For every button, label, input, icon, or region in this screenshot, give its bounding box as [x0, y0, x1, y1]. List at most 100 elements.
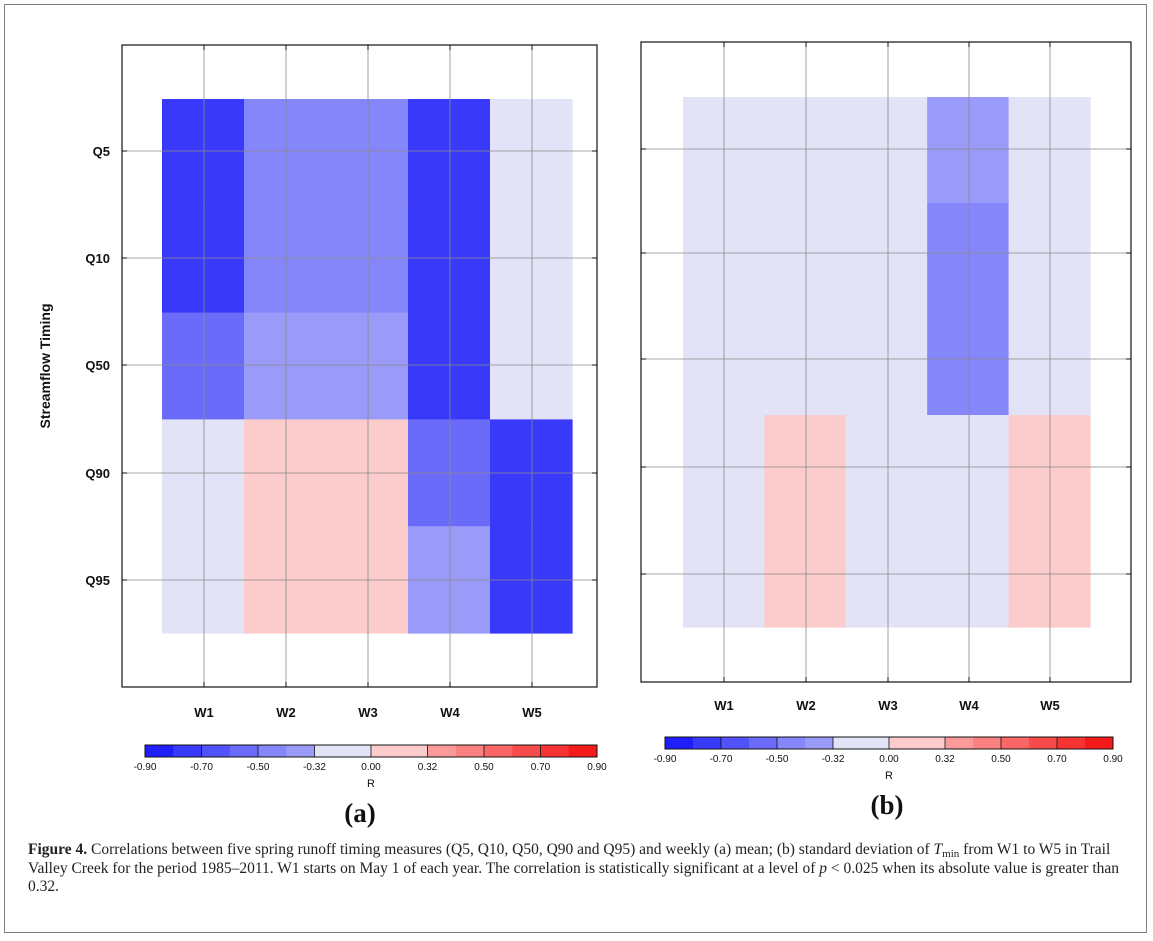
x-tick-label: W5 [522, 705, 542, 720]
y-tick-label: Q5 [93, 144, 110, 159]
colorbar-swatch [568, 745, 598, 757]
heatmap-cell [162, 99, 245, 207]
heatmap-cell [927, 309, 1010, 416]
x-tick-label: W3 [358, 705, 378, 720]
x-tick-label: W4 [440, 705, 460, 720]
y-tick-label: Q90 [85, 466, 110, 481]
caption-p-symbol: p [819, 859, 828, 877]
colorbar-swatch [805, 737, 834, 749]
colorbar-tick-label: -0.90 [134, 762, 157, 773]
heatmap-cell [845, 203, 928, 310]
colorbar-tick-label: 0.90 [587, 762, 607, 773]
colorbar-swatch [749, 737, 778, 749]
panel-label: (b) [871, 790, 904, 820]
colorbar-swatch [777, 737, 806, 749]
colorbar-swatch [512, 745, 541, 757]
colorbar-swatch [945, 737, 974, 749]
colorbar-swatch [1057, 737, 1086, 749]
heatmap-cell [408, 99, 491, 207]
heatmap-cell [244, 99, 327, 207]
heatmap-cell [244, 312, 327, 420]
heatmap-cell [764, 203, 847, 310]
colorbar-tick-label: -0.70 [710, 754, 733, 765]
colorbar-tick-label: 0.32 [418, 762, 438, 773]
heatmap-panel-a: W1 W2 W3 W4 W5 Q5 Q10 Q50 Q90 Q95 Streamflow Timin… [37, 44, 607, 828]
heatmap-panel-b: W1 W2 W3 W4 W5 -0.90 -0.70 -0.50 -0.32 0.00 0.32 0.… [640, 41, 1132, 820]
colorbar-tick-label: -0.50 [247, 762, 270, 773]
colorbar-tick-label: 0.32 [935, 754, 955, 765]
heatmap-cell [326, 99, 409, 207]
colorbar-swatch [1001, 737, 1030, 749]
colorbar-swatch [1085, 737, 1114, 749]
colorbar-swatch [173, 745, 202, 757]
colorbar-label: R [367, 778, 375, 790]
heatmap-cell [162, 205, 245, 314]
figure-charts: W1 W2 W3 W4 W5 Q5 Q10 Q50 Q90 Q95 Streamflow Timin… [37, 41, 1132, 828]
heatmap-cell [490, 312, 573, 420]
heatmap-cell [927, 415, 1010, 522]
x-tick-label: W3 [878, 698, 898, 713]
y-tick-label: Q50 [85, 358, 110, 373]
colorbar-swatch [371, 745, 400, 757]
colorbar-tick-label: 0.00 [361, 762, 381, 773]
colorbar-swatch [455, 745, 485, 757]
colorbar-swatch [1029, 737, 1058, 749]
colorbar-tick-label: -0.32 [303, 762, 326, 773]
colorbar-tick-label: 0.50 [474, 762, 494, 773]
x-tick-label: W1 [714, 698, 734, 713]
colorbar-swatch [484, 745, 513, 757]
caption-var-sub: min [942, 848, 960, 860]
colorbar-tick-label: 0.70 [1047, 754, 1067, 765]
colorbar-swatch [201, 745, 231, 757]
heatmap-cell [244, 205, 327, 314]
colorbar-swatch [258, 745, 287, 757]
panel-label: (a) [344, 798, 375, 828]
heatmap-cell [927, 97, 1010, 204]
x-tick-label: W2 [276, 705, 296, 720]
heatmap-cell [764, 309, 847, 416]
heatmap-cell [408, 205, 491, 314]
colorbar-swatch [540, 745, 570, 757]
colorbar-swatch [693, 737, 722, 749]
colorbar-swatch [721, 737, 750, 749]
colorbar-tick-label: -0.90 [654, 754, 677, 765]
figure-frame [4, 4, 1147, 933]
colorbar-swatch [342, 745, 372, 757]
colorbar-swatch [399, 745, 428, 757]
colorbar-tick-label: -0.70 [190, 762, 213, 773]
colorbar-tick-label: 0.50 [991, 754, 1011, 765]
caption-figure-label: Figure 4. [28, 841, 88, 858]
colorbar-swatch [889, 737, 918, 749]
colorbar-tick-label: 0.70 [531, 762, 551, 773]
colorbar-swatch [286, 745, 315, 757]
colorbar-swatch [427, 745, 457, 757]
colorbar-swatch [973, 737, 1002, 749]
heatmap-cell [490, 205, 573, 314]
caption-text-1: Correlations between five spring runoff … [87, 841, 934, 858]
colorbar-swatch [665, 737, 694, 749]
figure-caption: Figure 4. Correlations between five spri… [28, 841, 1128, 897]
x-tick-label: W1 [194, 705, 214, 720]
heatmap-cell [845, 309, 928, 416]
heatmap-cell [845, 97, 928, 204]
colorbar-tick-label: -0.32 [822, 754, 845, 765]
caption-var-main: T [933, 841, 943, 858]
colorbar-swatch [314, 745, 344, 757]
caption-text-3: < 0.025 when its absolute value is great… [28, 859, 1120, 896]
heatmap-cell [408, 312, 491, 420]
colorbar-swatch [833, 737, 862, 749]
heatmap-cell [162, 312, 245, 420]
x-tick-label: W5 [1040, 698, 1060, 713]
heatmap-cell [764, 415, 847, 522]
heatmap-cell [927, 203, 1010, 310]
heatmap-cell [490, 99, 573, 207]
colorbar-tick-label: 0.90 [1103, 754, 1123, 765]
colorbar-label: R [885, 770, 893, 782]
plot-frame [640, 41, 1132, 683]
heatmap-cell [845, 415, 928, 522]
y-tick-label: Q10 [85, 251, 110, 266]
heatmap-cell [764, 97, 847, 204]
caption-text-2: from W1 to W5 in Trail Valley Creek for … [28, 841, 1111, 877]
heatmap-cell [326, 205, 409, 314]
plot-frame [121, 44, 598, 688]
